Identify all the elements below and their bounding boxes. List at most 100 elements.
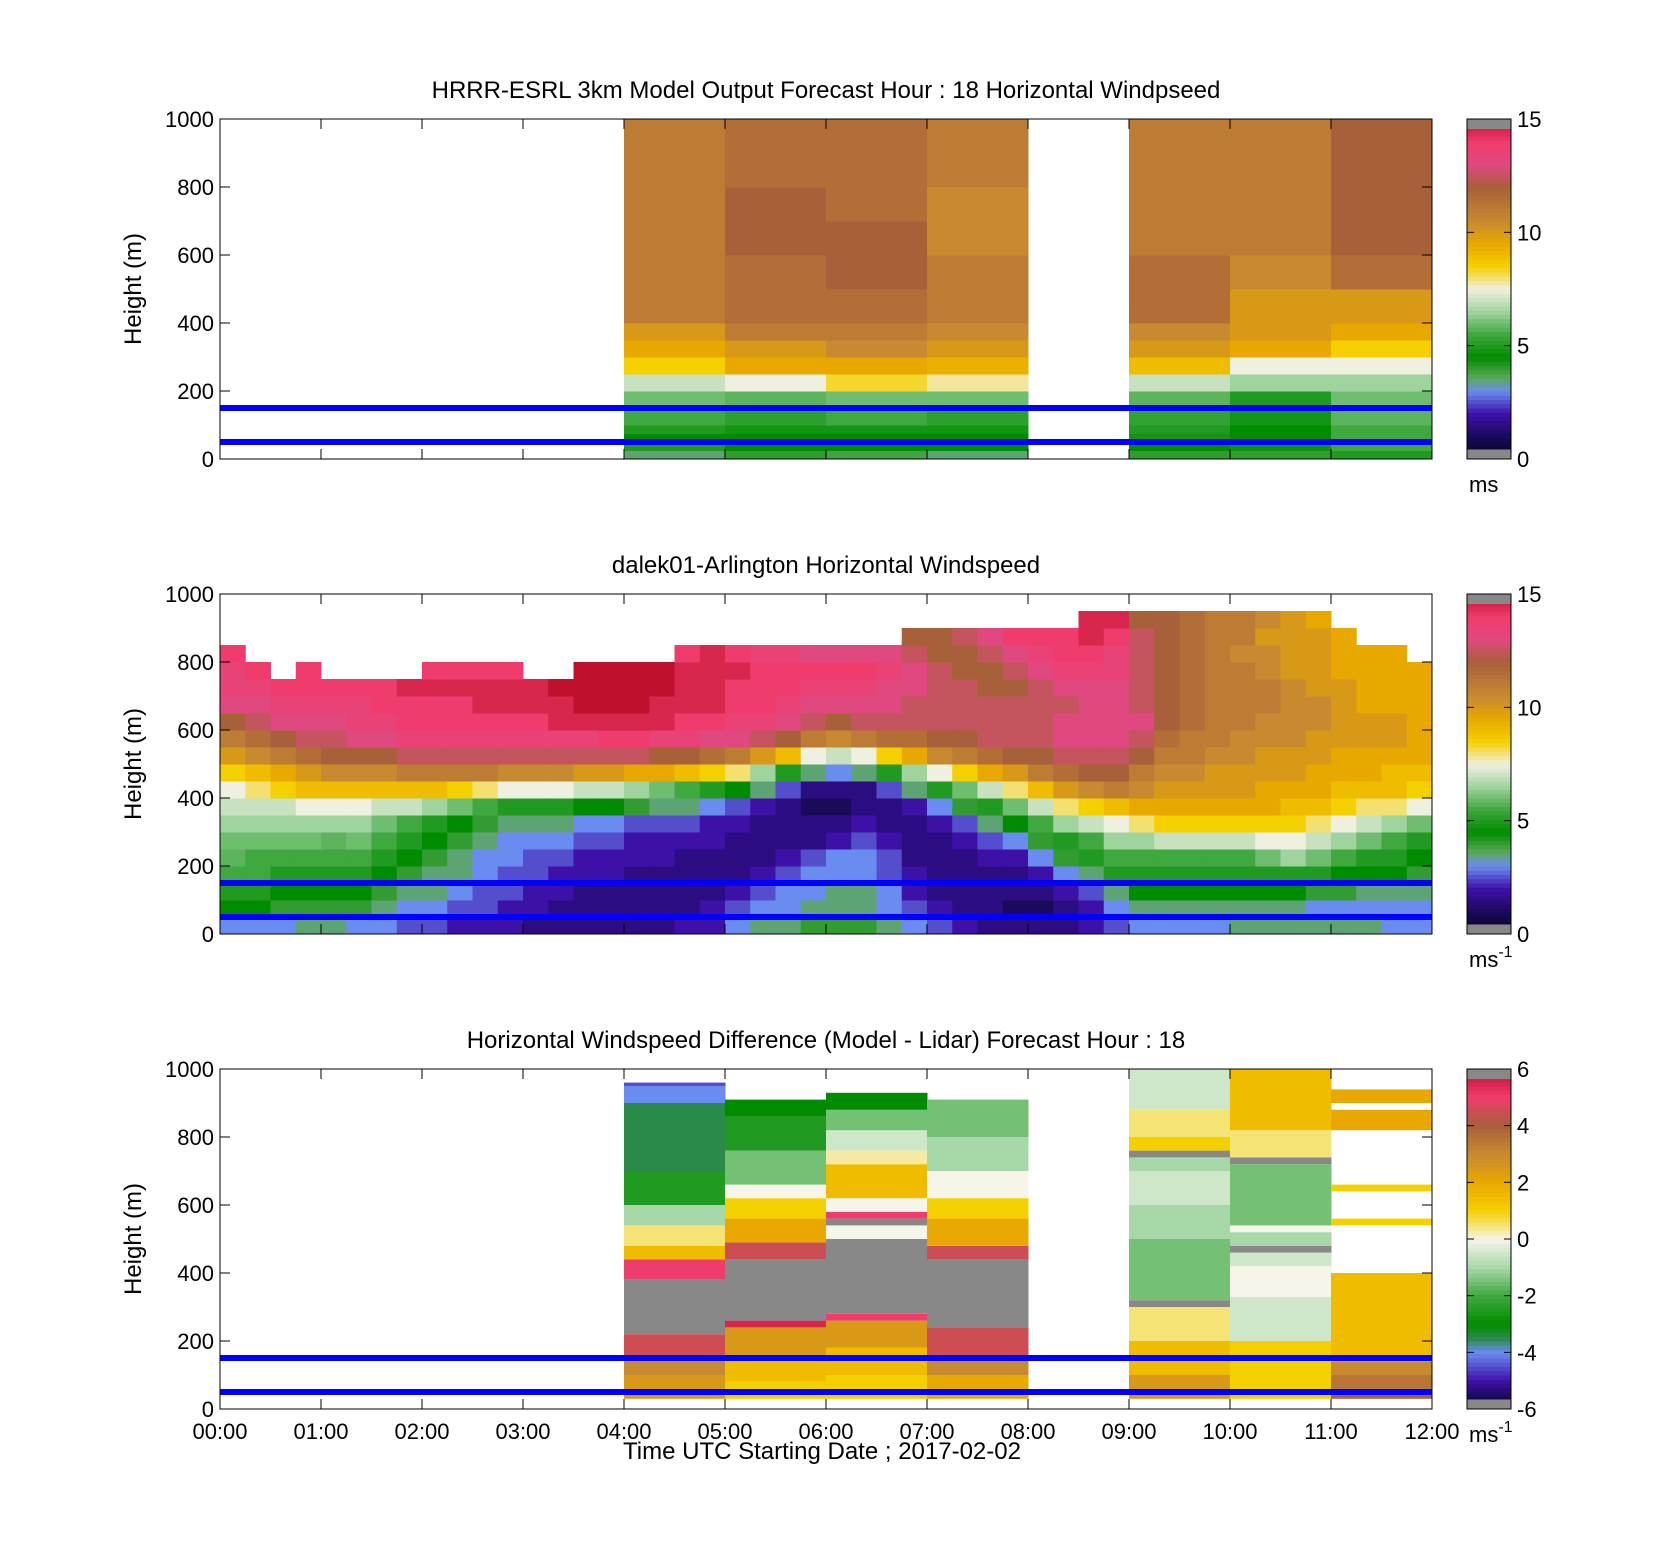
heatmap-cell <box>1406 798 1433 816</box>
x-tick-label: 05:00 <box>697 1419 752 1444</box>
heatmap-cell <box>245 713 271 731</box>
heatmap-cell <box>1154 662 1180 680</box>
heatmap-cell <box>674 696 701 714</box>
heatmap-cell <box>245 815 271 833</box>
y-axis-label: Height (m) <box>120 708 147 820</box>
colorbar-segment <box>1467 259 1511 264</box>
heatmap-cell <box>952 645 978 663</box>
colorbar-unit-exponent: -1 <box>1498 1419 1512 1436</box>
heatmap-cell <box>472 832 499 850</box>
heatmap-cell <box>1305 747 1332 765</box>
colorbar-segment <box>1467 632 1511 637</box>
heatmap-cell <box>1204 900 1231 918</box>
heatmap-cells <box>220 611 1433 935</box>
heatmap-cell <box>624 153 726 188</box>
heatmap-cell <box>321 730 347 748</box>
heatmap-cell <box>725 119 827 154</box>
heatmap-cell <box>1381 798 1408 816</box>
heatmap-cell <box>573 917 600 935</box>
colorbar-segment <box>1467 687 1511 693</box>
colorbar-segment <box>1467 174 1511 179</box>
heatmap-cell <box>1305 849 1332 867</box>
heatmap-cell <box>1305 645 1332 663</box>
heatmap-cell <box>1331 730 1357 748</box>
heatmap-cell <box>1406 832 1433 850</box>
heatmap-cell <box>1280 798 1307 816</box>
heatmap-cell <box>1331 1361 1433 1375</box>
heatmap-cell <box>548 764 574 782</box>
heatmap-cell <box>1280 764 1307 782</box>
colorbar-segment <box>1467 161 1511 167</box>
heatmap-cell <box>1305 917 1332 935</box>
heatmap-cell <box>624 1375 726 1399</box>
colorbar-segment <box>1467 408 1511 413</box>
heatmap-cell <box>422 730 448 748</box>
heatmap-cell <box>1129 340 1231 358</box>
heatmap-cell <box>1053 883 1079 901</box>
heatmap-cell <box>1280 815 1307 833</box>
y-tick-label: 400 <box>177 311 214 336</box>
heatmap-cell <box>295 815 322 833</box>
heatmap-cell <box>624 1358 726 1375</box>
heatmap-cell <box>1305 713 1332 731</box>
heatmap-cell <box>800 832 827 850</box>
heatmap-cell <box>1331 357 1433 375</box>
heatmap-cell <box>1103 832 1130 850</box>
colorbar-tick-label: -2 <box>1517 1284 1537 1309</box>
heatmap-cell <box>245 900 271 918</box>
colorbar-segment <box>1467 810 1511 816</box>
heatmap-cell <box>725 1327 827 1358</box>
colorbar-segment <box>1467 1081 1511 1087</box>
colorbar-segment <box>1467 921 1511 925</box>
heatmap-cell <box>699 730 726 748</box>
heatmap-cell <box>851 866 877 884</box>
heatmap-cell <box>295 713 322 731</box>
heatmap-cell <box>624 696 650 714</box>
heatmap-cell <box>927 187 1029 222</box>
colorbar-segment <box>1467 604 1511 608</box>
heatmap-cell <box>901 662 928 680</box>
heatmap-cell <box>624 357 726 375</box>
colorbar-segment <box>1467 1358 1511 1363</box>
heatmap-cell <box>1028 730 1054 748</box>
colorbar-segment <box>1467 1294 1511 1299</box>
heatmap-cell <box>851 917 877 935</box>
heatmap-cell <box>977 815 1004 833</box>
heatmap-cell <box>1129 1109 1231 1137</box>
heatmap-cell <box>1002 662 1029 680</box>
colorbar-frame <box>1466 593 1512 935</box>
heatmap-cell <box>952 764 978 782</box>
colorbar-segment <box>1467 836 1511 841</box>
heatmap-cell <box>220 917 246 935</box>
heatmap-cell <box>1129 815 1155 833</box>
heatmap-cell <box>977 645 1004 663</box>
heatmap-cell <box>1356 832 1382 850</box>
heatmap-cell <box>1280 883 1307 901</box>
heatmap-cell <box>624 1245 726 1260</box>
heatmap-cell <box>927 374 1029 392</box>
heatmap-cell <box>901 747 928 765</box>
colorbar-segment <box>1467 823 1511 829</box>
heatmap-cell <box>876 917 903 935</box>
heatmap-cell <box>321 832 347 850</box>
colorbar-segment <box>1467 361 1511 366</box>
heatmap-cell <box>800 764 827 782</box>
heatmap-cell <box>1406 764 1433 782</box>
colorbar-segment <box>1467 289 1511 294</box>
colorbar-segment <box>1467 1328 1511 1333</box>
heatmap-cell <box>472 917 499 935</box>
heatmap-cell <box>1002 764 1029 782</box>
heatmap-cell <box>1356 781 1382 799</box>
heatmap-cell <box>725 442 827 451</box>
heatmap-cell <box>497 798 524 816</box>
heatmap-cell <box>396 900 423 918</box>
heatmap-cell <box>649 798 675 816</box>
colorbar-segment <box>1467 891 1511 897</box>
heatmap-cell <box>952 815 978 833</box>
heatmap-cell <box>977 628 1004 646</box>
heatmap-cell <box>624 450 726 460</box>
heatmap-cell <box>1305 764 1332 782</box>
colorbar-segment <box>1467 1281 1511 1287</box>
x-tick-label: 04:00 <box>596 1419 651 1444</box>
heatmap-cell <box>624 255 726 290</box>
